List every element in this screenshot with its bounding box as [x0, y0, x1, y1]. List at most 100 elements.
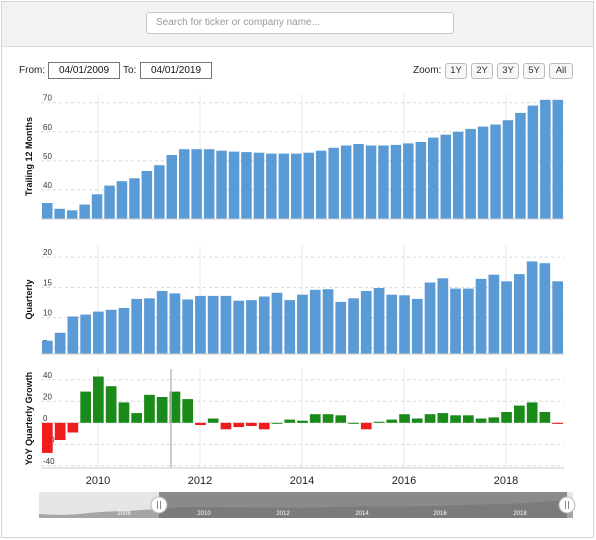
- zoom-3y-button[interactable]: 3Y: [497, 63, 519, 79]
- bar[interactable]: [488, 417, 500, 423]
- bar[interactable]: [475, 418, 487, 423]
- bar[interactable]: [315, 150, 327, 219]
- bar[interactable]: [54, 208, 65, 219]
- search-input[interactable]: Search for ticker or company name...: [146, 12, 454, 34]
- bar[interactable]: [182, 399, 193, 423]
- bar[interactable]: [156, 291, 168, 354]
- bar[interactable]: [195, 422, 206, 425]
- bar[interactable]: [42, 422, 53, 453]
- bar[interactable]: [450, 415, 461, 423]
- bar[interactable]: [322, 289, 334, 354]
- bar[interactable]: [386, 294, 398, 354]
- zoom-5y-button[interactable]: 5Y: [523, 63, 545, 79]
- bar[interactable]: [42, 203, 53, 219]
- bar[interactable]: [399, 414, 410, 423]
- bar[interactable]: [309, 414, 321, 423]
- navigator-right-handle[interactable]: [558, 496, 576, 514]
- bar[interactable]: [297, 420, 308, 423]
- bar[interactable]: [552, 99, 564, 219]
- bar[interactable]: [475, 278, 487, 354]
- bar[interactable]: [526, 402, 538, 423]
- bar[interactable]: [335, 415, 347, 423]
- bar[interactable]: [424, 282, 436, 355]
- bar[interactable]: [182, 299, 193, 355]
- bar[interactable]: [195, 295, 206, 354]
- from-date-input[interactable]: 04/01/2009: [48, 62, 120, 79]
- bar[interactable]: [365, 145, 377, 220]
- bar[interactable]: [399, 295, 410, 354]
- bar[interactable]: [241, 152, 252, 219]
- bar[interactable]: [156, 397, 168, 423]
- bar[interactable]: [303, 152, 315, 219]
- bar[interactable]: [54, 332, 66, 354]
- bar[interactable]: [415, 142, 427, 219]
- bar[interactable]: [360, 291, 372, 354]
- bar[interactable]: [131, 298, 142, 354]
- zoom-all-button[interactable]: All: [549, 63, 573, 79]
- bar[interactable]: [93, 311, 104, 354]
- bar[interactable]: [514, 405, 525, 423]
- bar[interactable]: [220, 422, 232, 430]
- bar[interactable]: [258, 422, 270, 430]
- bar[interactable]: [373, 288, 385, 354]
- bar[interactable]: [144, 394, 155, 423]
- bar[interactable]: [539, 412, 551, 423]
- bar[interactable]: [129, 178, 140, 219]
- bar[interactable]: [228, 151, 240, 219]
- bar[interactable]: [54, 422, 66, 440]
- bar[interactable]: [527, 105, 539, 219]
- bar[interactable]: [450, 288, 461, 354]
- bar[interactable]: [440, 134, 452, 219]
- bar[interactable]: [266, 153, 277, 219]
- bar[interactable]: [220, 295, 232, 354]
- bar[interactable]: [309, 289, 321, 354]
- bar[interactable]: [360, 422, 372, 430]
- bar[interactable]: [233, 422, 245, 428]
- bar[interactable]: [105, 386, 117, 423]
- bar[interactable]: [463, 415, 474, 423]
- bar[interactable]: [271, 292, 283, 354]
- bar[interactable]: [80, 314, 91, 354]
- bar[interactable]: [79, 204, 90, 220]
- bar[interactable]: [552, 422, 563, 424]
- bar[interactable]: [411, 418, 423, 423]
- bar[interactable]: [144, 298, 155, 354]
- bar[interactable]: [179, 149, 190, 219]
- bar[interactable]: [502, 120, 514, 219]
- bar[interactable]: [373, 421, 385, 423]
- bar[interactable]: [131, 413, 142, 423]
- bar[interactable]: [477, 126, 489, 219]
- bar[interactable]: [348, 422, 359, 424]
- bar[interactable]: [91, 194, 103, 219]
- bar[interactable]: [403, 143, 414, 219]
- to-date-input[interactable]: 04/01/2019: [140, 62, 212, 79]
- bar[interactable]: [66, 210, 78, 219]
- bar[interactable]: [328, 147, 339, 219]
- bar[interactable]: [501, 412, 512, 423]
- bar[interactable]: [514, 274, 525, 354]
- handle-circle[interactable]: [150, 496, 168, 514]
- bar[interactable]: [169, 293, 181, 354]
- bar[interactable]: [258, 296, 270, 355]
- bar[interactable]: [191, 149, 202, 219]
- bar[interactable]: [490, 124, 501, 220]
- bar[interactable]: [166, 155, 178, 219]
- bar[interactable]: [42, 340, 53, 354]
- bar[interactable]: [154, 165, 165, 219]
- bar[interactable]: [67, 422, 79, 433]
- bar[interactable]: [540, 99, 551, 219]
- bar[interactable]: [322, 414, 334, 423]
- bar[interactable]: [278, 153, 290, 219]
- handle-circle[interactable]: [558, 496, 576, 514]
- bar[interactable]: [428, 137, 439, 219]
- bar[interactable]: [105, 309, 117, 354]
- navigator[interactable]: 2008 2010 2012 2014 2016 2018: [39, 492, 576, 518]
- bar[interactable]: [552, 281, 563, 354]
- bar[interactable]: [437, 413, 449, 423]
- bar[interactable]: [141, 171, 153, 219]
- bar[interactable]: [465, 128, 476, 219]
- bar[interactable]: [284, 419, 296, 423]
- bar[interactable]: [488, 274, 500, 354]
- bar[interactable]: [515, 112, 526, 219]
- bar[interactable]: [169, 391, 181, 423]
